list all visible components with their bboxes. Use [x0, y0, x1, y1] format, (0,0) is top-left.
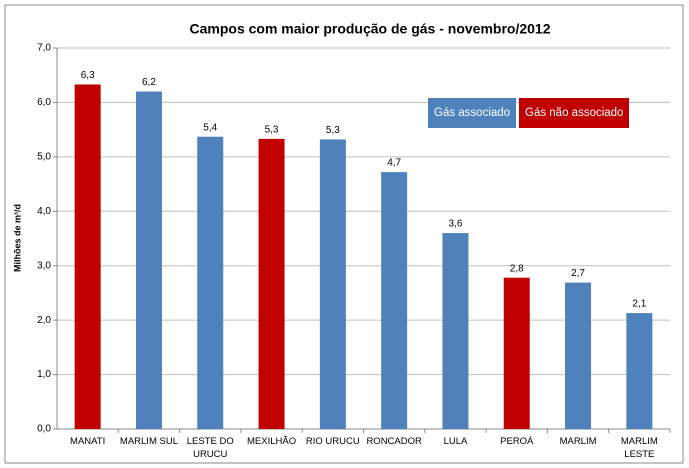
- y-tick-label: 7,0: [37, 43, 51, 54]
- data-label: 6,3: [81, 70, 95, 81]
- data-label: 5,4: [203, 122, 217, 133]
- x-tick-label: MEXILHÃO: [246, 436, 297, 447]
- y-tick-label: 3,0: [37, 260, 51, 271]
- bar: [135, 91, 162, 430]
- data-label: 2,8: [510, 263, 524, 274]
- data-label: 6,2: [142, 77, 156, 88]
- y-tick-label: 4,0: [37, 206, 51, 217]
- bar: [503, 277, 530, 429]
- y-tick-label: 5,0: [37, 151, 51, 162]
- data-label: 4,7: [387, 158, 401, 169]
- bar: [381, 172, 408, 429]
- x-tick-label: MARLIM LESTE: [620, 436, 658, 460]
- x-tick-label: MANATI: [70, 436, 106, 447]
- bar: [74, 84, 101, 430]
- y-tick-label: 1,0: [37, 369, 51, 380]
- data-label: 5,3: [265, 125, 279, 136]
- data-label: 3,6: [448, 219, 462, 230]
- bar: [197, 136, 224, 429]
- data-label: 5,3: [326, 125, 340, 136]
- bar: [258, 138, 285, 429]
- x-tick-label: RIO URUCU: [305, 436, 360, 447]
- x-tick-label: RONCADOR: [366, 436, 422, 447]
- x-tick-label: LULA: [443, 436, 468, 447]
- data-label: 2,7: [571, 268, 585, 279]
- x-tick-label: MARLIM: [559, 436, 597, 447]
- legend-entry: Gás associado: [428, 98, 517, 128]
- legend-entry: Gás não associado: [519, 98, 630, 128]
- bar: [442, 233, 469, 429]
- x-tick-label: MARLIM SUL: [119, 436, 178, 447]
- data-label: 2,1: [632, 299, 646, 310]
- y-axis-label: Milhões de m³/d: [12, 204, 22, 272]
- y-tick-label: 2,0: [37, 315, 51, 326]
- x-tick-label: LESTE DO URUCU: [186, 436, 234, 460]
- bar: [565, 282, 592, 429]
- y-tick-label: 6,0: [37, 97, 51, 108]
- bar: [319, 139, 346, 429]
- chart-title: Campos com maior produção de gás - novem…: [190, 21, 551, 37]
- y-tick-label: 0,0: [37, 424, 51, 435]
- x-tick-label: PEROÁ: [500, 436, 534, 447]
- bar: [626, 313, 653, 429]
